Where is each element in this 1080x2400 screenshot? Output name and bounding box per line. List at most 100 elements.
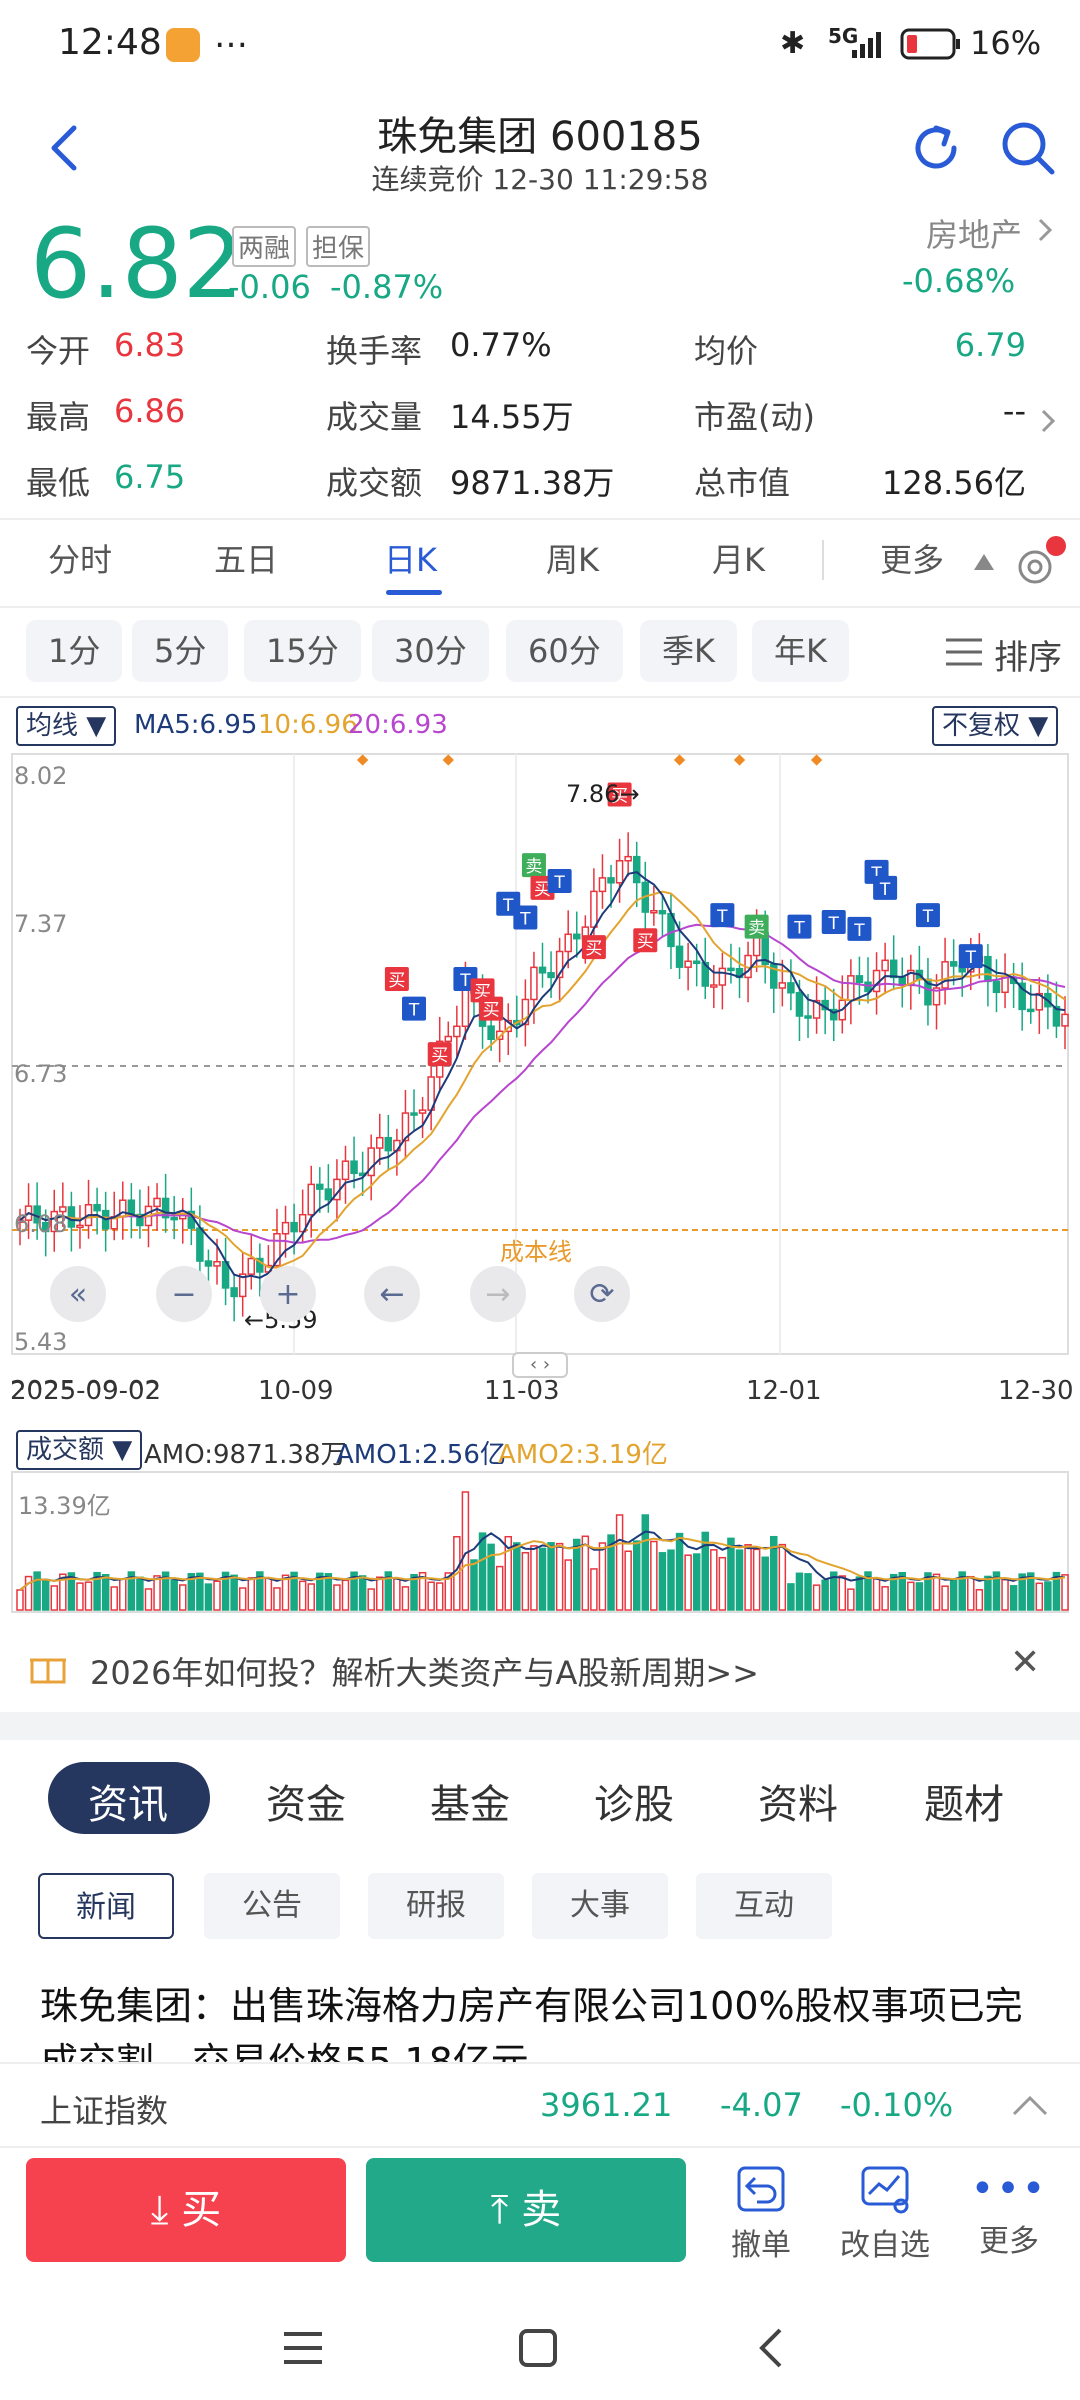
battery-percent: 16%: [970, 24, 1042, 62]
search-button[interactable]: [998, 118, 1058, 178]
fast-back-button[interactable]: «: [50, 1266, 106, 1322]
category-funds-flow[interactable]: 资金: [266, 1782, 346, 1828]
category-theme[interactable]: 题材: [924, 1782, 1004, 1828]
candle-body: [1026, 1008, 1035, 1013]
period-30min[interactable]: 30分: [372, 620, 489, 682]
period-5min[interactable]: 5分: [132, 620, 229, 682]
marker-label: 买: [611, 786, 628, 806]
chevron-right-icon[interactable]: [1038, 406, 1060, 436]
volume-bar: [119, 1578, 127, 1611]
volume-bar: [256, 1571, 264, 1611]
category-fund[interactable]: 基金: [430, 1782, 510, 1828]
period-quarter-k[interactable]: 季K: [640, 620, 737, 682]
candle-body: [410, 1112, 418, 1116]
back-icon[interactable]: [756, 2326, 786, 2370]
volume-bar: [941, 1585, 949, 1611]
refresh-icon: [915, 125, 957, 169]
cancel-order-button[interactable]: 撤单: [716, 2162, 806, 2272]
marker-label: 卖: [525, 857, 542, 877]
volume-bar: [213, 1580, 221, 1611]
volume-bar: [581, 1535, 590, 1611]
more-button[interactable]: ••• 更多: [964, 2162, 1054, 2272]
candle-body: [93, 1204, 101, 1212]
volume-bar: [881, 1586, 889, 1611]
candle-body: [196, 1227, 204, 1262]
adjust-selector[interactable]: 不复权 ▼: [932, 706, 1059, 746]
tab-intraday[interactable]: 分时: [48, 541, 113, 579]
menu-icon: [946, 638, 982, 666]
tab-daily-k[interactable]: 日K: [384, 541, 437, 579]
candle-body: [692, 960, 701, 965]
plus-icon: +: [275, 1276, 301, 1312]
period-60min[interactable]: 60分: [506, 620, 623, 682]
chevron-left-icon: [51, 125, 77, 171]
zoom-out-button[interactable]: −: [156, 1266, 212, 1322]
subtab-events[interactable]: 大事: [532, 1873, 668, 1939]
promo-banner[interactable]: 2026年如何投？解析大类资产与A股新周期>> ✕: [0, 1620, 1080, 1712]
subtab-interaction[interactable]: 互动: [696, 1873, 832, 1939]
subtab-research[interactable]: 研报: [368, 1873, 504, 1939]
volume-bar: [127, 1571, 136, 1611]
candle-body: [718, 967, 727, 986]
chevron-up-icon: [1012, 2095, 1048, 2116]
t-marker: [821, 910, 846, 935]
volume-bar: [632, 1540, 641, 1611]
scroll-right-button[interactable]: →: [470, 1266, 526, 1322]
zoom-in-button[interactable]: +: [260, 1266, 316, 1322]
volume-bar: [992, 1571, 1001, 1611]
volume-chart[interactable]: [0, 1470, 1080, 1616]
scroll-left-button[interactable]: ←: [364, 1266, 420, 1322]
volume-bar: [984, 1575, 992, 1611]
volume-bar: [376, 1576, 384, 1611]
candle-body: [615, 860, 624, 884]
rotate-button[interactable]: ⟳: [574, 1266, 630, 1322]
candle-body: [778, 982, 787, 989]
period-year-k[interactable]: 年K: [752, 620, 849, 682]
candle-body: [376, 1136, 384, 1149]
volume-bar: [435, 1582, 444, 1611]
candle-body: [1061, 1013, 1069, 1027]
category-diagnosis[interactable]: 诊股: [594, 1782, 674, 1828]
tab-more[interactable]: 更多: [880, 541, 945, 579]
candle-body: [812, 999, 821, 1019]
candle-body: [290, 1221, 298, 1233]
index-bar[interactable]: 上证指数 3961.21 -4.07 -0.10%: [0, 2062, 1080, 2146]
sort-button[interactable]: 排序: [994, 638, 1062, 678]
ma-selector[interactable]: 均线 ▼: [16, 706, 117, 746]
volume-bar: [504, 1535, 512, 1611]
category-profile[interactable]: 资料: [758, 1782, 838, 1828]
back-button[interactable]: [36, 118, 96, 178]
edit-watchlist-button[interactable]: 改自选: [830, 2162, 940, 2272]
period-15min[interactable]: 15分: [244, 620, 361, 682]
volume-bar: [1044, 1581, 1052, 1611]
candle-body: [418, 1109, 427, 1114]
category-news-active[interactable]: [48, 1762, 210, 1834]
refresh-button[interactable]: [906, 118, 966, 178]
home-icon[interactable]: [518, 2328, 558, 2368]
news-headline[interactable]: 珠免集团：出售珠海格力房产有限公司100%股权事项已完成交割，交易价格55.18…: [40, 1984, 1023, 2062]
buy-marker: [470, 978, 495, 1003]
period-1min[interactable]: 1分: [26, 620, 123, 682]
category-news[interactable]: 资讯: [88, 1782, 168, 1828]
subtab-announcement[interactable]: 公告: [204, 1873, 340, 1939]
close-icon[interactable]: ✕: [1010, 1642, 1041, 1683]
tab-weekly-k[interactable]: 周K: [546, 541, 599, 579]
sell-button[interactable]: ⤒ 卖: [366, 2158, 686, 2262]
tab-monthly-k[interactable]: 月K: [712, 541, 765, 579]
drag-handle[interactable]: ‹ ›: [512, 1352, 568, 1378]
sector-link[interactable]: 房地产: [926, 216, 1023, 254]
low-label: 最低: [26, 464, 91, 502]
subtab-news[interactable]: 新闻: [38, 1873, 174, 1939]
search-icon: [1002, 122, 1055, 175]
settings-button[interactable]: [1010, 536, 1066, 590]
marker-label: 买: [431, 1046, 448, 1066]
candle-body: [213, 1260, 221, 1267]
volume-bar: [710, 1549, 718, 1611]
t-marker: [513, 905, 538, 930]
menu-icon[interactable]: [282, 2330, 324, 2366]
low-value: 6.75: [114, 458, 186, 496]
buy-button[interactable]: ⤓ 买: [26, 2158, 346, 2262]
tab-five-day[interactable]: 五日: [214, 541, 279, 579]
volume-selector[interactable]: 成交额 ▼: [16, 1430, 143, 1470]
